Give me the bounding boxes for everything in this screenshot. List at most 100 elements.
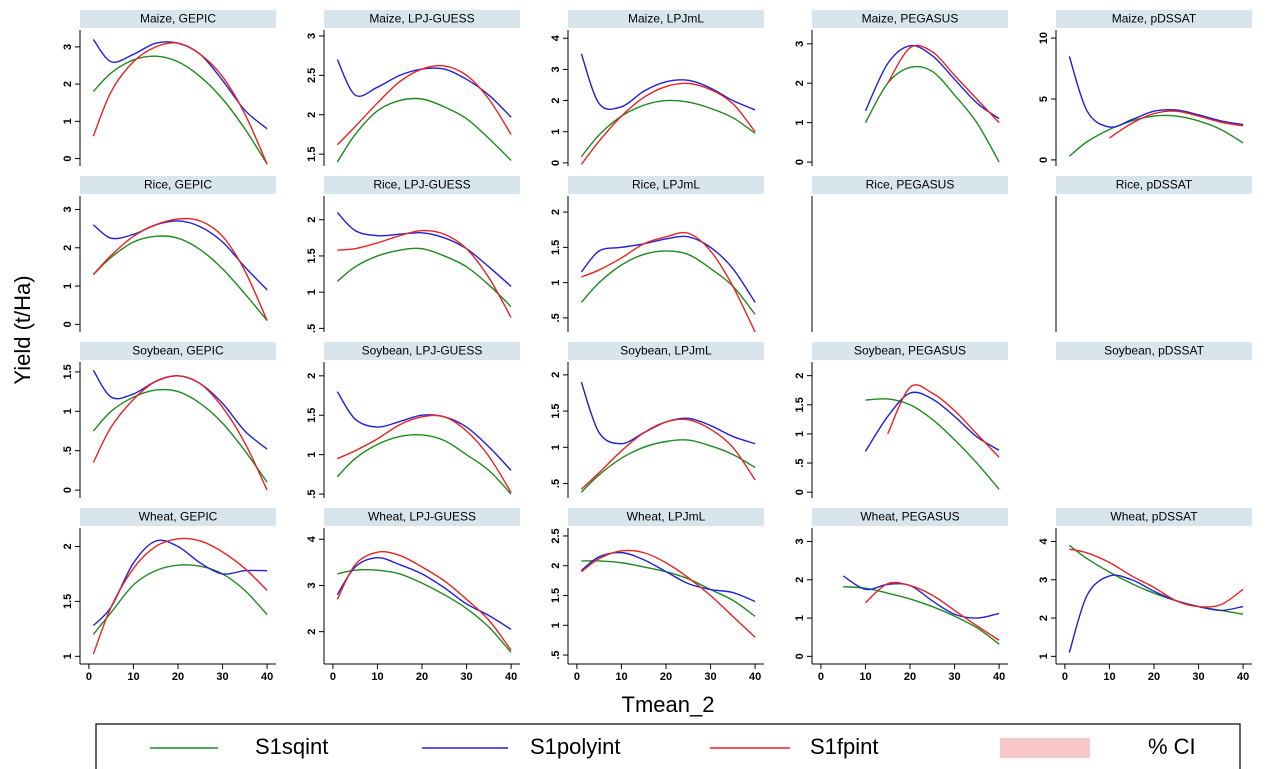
series-line	[580, 418, 756, 490]
y-tick-label: 1.5	[62, 594, 74, 609]
series-line	[864, 391, 1000, 452]
series-line	[92, 217, 268, 321]
y-tick-label: 2	[306, 112, 318, 118]
series-line	[580, 235, 756, 303]
x-tick-label: 10	[859, 671, 871, 683]
series-line	[580, 549, 756, 638]
series-line	[92, 539, 268, 627]
y-tick-label: 1.5	[794, 397, 806, 412]
series-line	[92, 564, 268, 635]
y-tick-label: .5	[306, 489, 318, 498]
series-line	[580, 551, 756, 603]
y-tick-label: 1	[550, 129, 562, 135]
series-line	[336, 391, 512, 471]
y-tick-label: 2	[794, 373, 806, 379]
panel-header	[1056, 10, 1252, 28]
y-tick-label: 3	[62, 206, 74, 212]
panel-title: Maize, LPJ-GUESS	[369, 12, 474, 26]
panel-title: Wheat, LPJmL	[627, 510, 706, 524]
y-tick-label: 1	[550, 444, 562, 450]
y-tick-label: 1	[550, 280, 562, 286]
series-line	[865, 398, 1000, 490]
y-tick-label: .5	[62, 446, 74, 455]
y-tick-label: 0	[550, 160, 562, 166]
series-line	[1068, 114, 1244, 157]
panel-header	[324, 10, 520, 28]
y-tick-label: 2	[550, 97, 562, 103]
x-tick-label: 40	[261, 671, 273, 683]
panel-header	[324, 342, 520, 360]
y-tick-label: 2	[62, 543, 74, 549]
y-axis-label: Yield (t/Ha)	[10, 275, 35, 384]
series-line	[336, 550, 512, 651]
y-tick-label: 2	[550, 209, 562, 215]
series-line	[336, 557, 512, 630]
legend-swatch	[1000, 738, 1090, 758]
y-tick-label: 0	[62, 487, 74, 493]
y-tick-label: 1	[306, 289, 318, 295]
y-tick-label: 2	[794, 80, 806, 86]
x-tick-label: 0	[818, 671, 824, 683]
y-tick-label: .5	[550, 650, 562, 659]
y-tick-label: 2	[62, 81, 74, 87]
panel-header	[80, 508, 276, 526]
y-tick-label: 2	[306, 217, 318, 223]
panel-title: Wheat, LPJ-GUESS	[368, 510, 476, 524]
x-tick-label: 10	[127, 671, 139, 683]
y-tick-label: 3	[550, 66, 562, 72]
series-line	[887, 44, 1000, 124]
panel-title: Maize, LPJmL	[628, 12, 704, 26]
y-tick-label: 1.5	[306, 408, 318, 423]
y-tick-label: .5	[550, 479, 562, 488]
x-tick-label: 20	[660, 671, 672, 683]
panel-title: Wheat, pDSSAT	[1110, 510, 1198, 524]
x-tick-label: 10	[1103, 671, 1115, 683]
y-tick-label: 0	[62, 321, 74, 327]
x-tick-label: 0	[86, 671, 92, 683]
series-line	[337, 569, 512, 653]
y-tick-label: 2	[550, 372, 562, 378]
series-line	[580, 439, 756, 493]
y-tick-label: 1	[794, 431, 806, 437]
legend-label: S1sqint	[255, 734, 328, 759]
legend-label: S1fpint	[810, 734, 879, 759]
x-tick-label: 20	[1148, 671, 1160, 683]
x-tick-label: 30	[216, 671, 228, 683]
series-line	[864, 44, 1000, 120]
y-tick-label: 3	[1038, 577, 1050, 583]
series-line	[337, 229, 512, 318]
x-tick-label: 30	[1192, 671, 1204, 683]
panel-header	[80, 10, 276, 28]
series-line	[842, 575, 1000, 619]
panel-header	[1056, 342, 1252, 360]
series-line	[580, 53, 756, 111]
y-tick-label: .5	[794, 458, 806, 467]
panel-title: Rice, PEGASUS	[866, 178, 955, 192]
x-tick-label: 40	[505, 671, 517, 683]
x-tick-label: 0	[574, 671, 580, 683]
x-tick-label: 20	[172, 671, 184, 683]
series-line	[580, 99, 756, 158]
series-line	[580, 250, 756, 315]
y-tick-label: 2	[306, 629, 318, 635]
y-tick-label: 2.5	[550, 528, 562, 543]
panel-header	[568, 342, 764, 360]
panel-title: Maize, PEGASUS	[862, 12, 959, 26]
y-tick-label: 3	[794, 538, 806, 544]
series-line	[581, 231, 756, 333]
series-line	[887, 384, 1000, 458]
panel-header	[568, 508, 764, 526]
series-line	[336, 211, 512, 287]
y-tick-label: 3	[62, 44, 74, 50]
series-line	[92, 235, 268, 321]
x-tick-label: 10	[615, 671, 627, 683]
series-line	[1068, 574, 1244, 653]
panel-title: Soybean, PEGASUS	[854, 344, 966, 358]
x-tick-label: 10	[371, 671, 383, 683]
y-tick-label: 1	[550, 622, 562, 628]
x-tick-label: 0	[1062, 671, 1068, 683]
y-tick-label: .5	[550, 313, 562, 322]
x-axis-label: Tmean_2	[622, 692, 715, 717]
x-tick-label: 20	[416, 671, 428, 683]
